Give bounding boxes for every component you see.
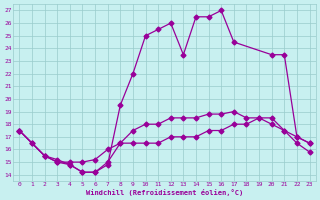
X-axis label: Windchill (Refroidissement éolien,°C): Windchill (Refroidissement éolien,°C) [86,189,243,196]
